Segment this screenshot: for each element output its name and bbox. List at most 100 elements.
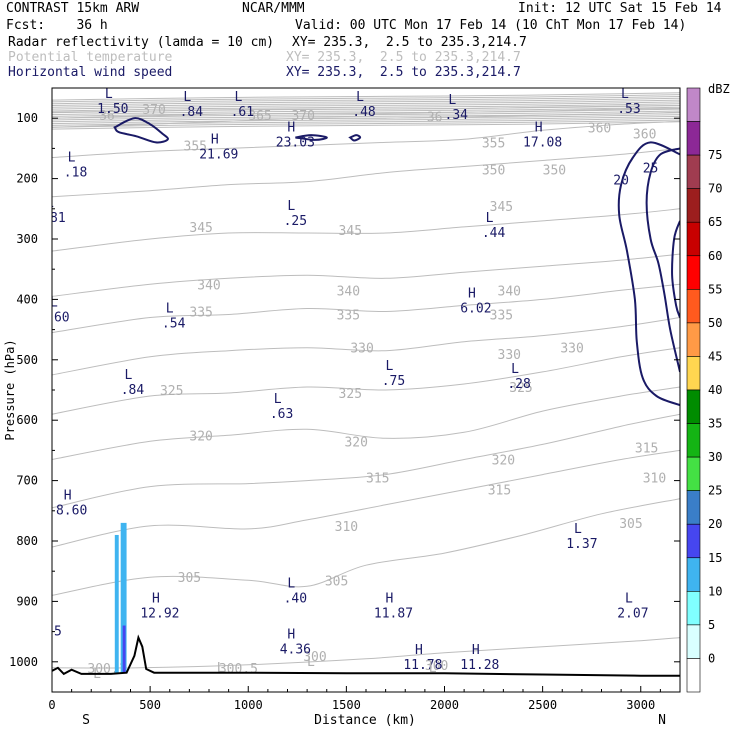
wind-extremum-low-marker: L bbox=[511, 362, 519, 377]
theta-contour-upper bbox=[52, 119, 680, 128]
theta-label: 365 bbox=[248, 109, 271, 124]
colorbar-swatch bbox=[686, 121, 701, 156]
theta-label: 325 bbox=[160, 384, 183, 399]
colorbar-swatch bbox=[686, 456, 701, 491]
theta-contour-305 bbox=[52, 498, 680, 596]
colorbar-swatch bbox=[686, 356, 701, 391]
theta-label: 355 bbox=[482, 136, 505, 151]
wind-contour-label: 25 bbox=[643, 162, 659, 177]
terrain-line bbox=[52, 634, 680, 677]
colorbar-level-label: 40 bbox=[708, 383, 722, 397]
wind-extremum-value: 23.03 bbox=[276, 135, 315, 150]
theta-label: 350 bbox=[543, 164, 566, 179]
wind-extremum-value: .63 bbox=[270, 407, 293, 422]
y-tick-label: 100 bbox=[16, 111, 38, 125]
wind-extremum-low-marker: L bbox=[183, 90, 191, 105]
wind-extremum-high-marker: H bbox=[386, 591, 394, 606]
theta-label: 300 bbox=[425, 659, 448, 674]
field1-name: Radar reflectivity (lamda = 10 cm) bbox=[8, 35, 275, 50]
wind-extremum-value: .18 bbox=[64, 166, 87, 181]
x-tick-label: 500 bbox=[139, 698, 161, 712]
wind-extremum-value: 11.78 bbox=[403, 658, 442, 673]
theta-label: 330 bbox=[498, 348, 521, 363]
wind-extremum-value: .44 bbox=[482, 226, 506, 241]
wind-extremum-high-marker: H bbox=[472, 643, 480, 658]
wind-extremum-value: .54 bbox=[162, 317, 186, 332]
wind-extremum-value: .81 bbox=[42, 211, 65, 226]
wind-extremum-low-marker: L bbox=[574, 522, 582, 537]
theta-label: 36 bbox=[99, 109, 115, 124]
theta-contour-upper bbox=[52, 115, 680, 125]
wind-extremum-low-marker: L bbox=[274, 392, 282, 407]
field3-xy: XY= 235.3, 2.5 to 235.3,214.7 bbox=[286, 65, 521, 80]
theta-label: 315 bbox=[366, 472, 389, 487]
theta-contour-upper bbox=[52, 103, 680, 112]
colorbar-swatch bbox=[686, 221, 701, 257]
theta-contour-upper bbox=[52, 101, 680, 110]
colorbar-swatch bbox=[686, 389, 701, 424]
wind-extremum-low-marker: L bbox=[125, 368, 133, 383]
y-tick-label: 300 bbox=[16, 232, 38, 246]
wind-extremum-value: .75 bbox=[382, 374, 405, 389]
theta-label: 330 bbox=[560, 342, 583, 357]
model-title: CONTRAST 15km ARW bbox=[6, 1, 140, 16]
theta-label: 370 bbox=[142, 103, 165, 118]
wind-extremum-value: .28 bbox=[507, 377, 530, 392]
wind-contour-label: 20 bbox=[613, 174, 629, 189]
wind-extremum-high-marker: H bbox=[211, 132, 219, 147]
colorbar-level-label: 15 bbox=[708, 551, 722, 565]
wind-jet-contour bbox=[113, 117, 169, 144]
wind-extremum-low-marker: L bbox=[429, 661, 437, 676]
wind-extremum-value: 17.08 bbox=[523, 135, 562, 150]
y-tick-label: 200 bbox=[16, 172, 38, 186]
wind-extremum-high-marker: H bbox=[535, 120, 543, 135]
wind-extremum-value: .84 bbox=[121, 383, 145, 398]
theta-label: 300 bbox=[303, 650, 326, 665]
theta-label: 350 bbox=[482, 164, 505, 179]
wind-extremum-value: .53 bbox=[617, 102, 640, 117]
theta-contour-upper bbox=[52, 117, 680, 126]
theta-label: 325 bbox=[509, 381, 532, 396]
theta-label: 325 bbox=[339, 387, 362, 402]
colorbar-swatch bbox=[686, 557, 701, 592]
theta-label: 305 bbox=[325, 574, 348, 589]
colorbar-level-label: 75 bbox=[708, 148, 722, 162]
forecast-hour: Fcst: 36 h bbox=[6, 18, 108, 33]
theta-contour-upper bbox=[52, 92, 680, 101]
wind-jet-contour bbox=[295, 134, 328, 141]
wind-extremum-value: .61 bbox=[231, 105, 254, 120]
theta-contour-350 bbox=[52, 147, 680, 198]
theta-contour-335 bbox=[52, 283, 680, 334]
wind-extremum-low-marker: L bbox=[217, 661, 225, 676]
wind-contour-20 bbox=[617, 141, 680, 407]
y-tick-label: 600 bbox=[16, 413, 38, 427]
theta-label: 335 bbox=[189, 305, 212, 320]
theta-label: 300.5 bbox=[219, 662, 258, 677]
y-tick-label: 1000 bbox=[9, 655, 38, 669]
wind-extremum-high-marker: H bbox=[152, 591, 160, 606]
wind-extremum-low-marker: L bbox=[486, 211, 494, 226]
theta-contour-upper bbox=[52, 112, 680, 121]
wind-extremum-value: .25 bbox=[284, 214, 307, 229]
wind-extremum-value: 4.36 bbox=[280, 643, 311, 658]
theta-contour-upper bbox=[52, 94, 680, 103]
colorbar-level-label: 65 bbox=[708, 215, 722, 229]
wind-extremum-value: .40 bbox=[284, 591, 307, 606]
wind-extremum-low-marker: L bbox=[166, 302, 174, 317]
theta-contour-315 bbox=[52, 413, 680, 509]
reflectivity-cell bbox=[122, 625, 126, 673]
valid-time: Valid: 00 UTC Mon 17 Feb 14 (10 ChT Mon … bbox=[295, 18, 687, 33]
wind-extremum-low-marker: L bbox=[386, 359, 394, 374]
wind-extremum-value: 11.28 bbox=[460, 658, 499, 673]
reflectivity-cell bbox=[114, 534, 119, 673]
wind-extremum-low-marker: L bbox=[621, 87, 629, 102]
wind-contour bbox=[671, 220, 680, 318]
theta-contour-upper bbox=[52, 108, 680, 117]
theta-label: 315 bbox=[635, 441, 658, 456]
wind-extremum-low-marker: L bbox=[234, 90, 242, 105]
y-tick-label: 400 bbox=[16, 292, 38, 306]
wind-extremum-value: .48 bbox=[352, 105, 375, 120]
end-label-right: N bbox=[658, 713, 666, 728]
colorbar-level-label: 60 bbox=[708, 249, 722, 263]
